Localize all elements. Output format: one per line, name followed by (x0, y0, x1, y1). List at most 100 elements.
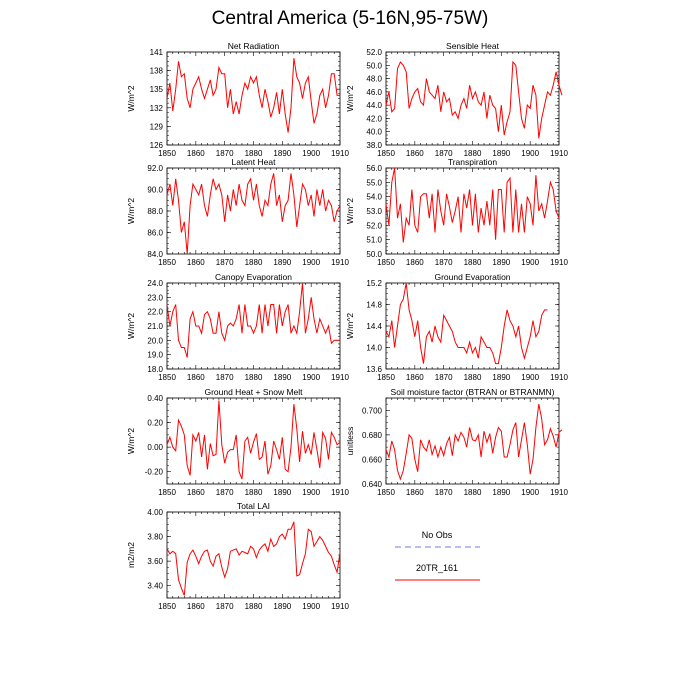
y-tick-label: 0.00 (147, 443, 163, 452)
y-tick-label: 18.0 (147, 365, 163, 374)
series-line-20TR_161 (385, 404, 563, 481)
y-axis-label: W/m^2 (126, 85, 136, 111)
series-line-20TR_161 (385, 167, 560, 243)
panel-1: Net Radiation W/m^2 1850 1860 1870 1880 1890 19… (126, 41, 349, 158)
y-tick-label: 0.700 (362, 406, 383, 415)
panel-title: Soil moisture factor (BTRAN or BTRANMN) (391, 387, 555, 397)
x-tick-label: 1850 (158, 602, 176, 611)
y-tick-label: 84.0 (147, 250, 163, 259)
x-tick-label: 1890 (492, 258, 510, 267)
y-tick-label: 20.0 (147, 336, 163, 345)
panel-frame (166, 282, 341, 370)
legend-label: No Obs (422, 530, 453, 540)
x-tick-label: 1850 (158, 488, 176, 497)
x-tick-label: 1860 (187, 373, 205, 382)
x-tick-label: 1850 (158, 149, 176, 158)
y-tick-label: 24.0 (147, 279, 163, 288)
x-tick-label: 1850 (377, 373, 395, 382)
x-tick-label: 1880 (245, 602, 263, 611)
series-line-20TR_161 (166, 173, 341, 255)
x-tick-label: 1900 (521, 488, 539, 497)
y-tick-label: 92.0 (147, 164, 163, 173)
y-axis-label: W/m^2 (126, 428, 136, 454)
y-tick-label: 0.640 (362, 480, 383, 489)
panel-frame (166, 167, 341, 255)
y-tick-label: 126 (150, 141, 164, 150)
x-tick-label: 1860 (406, 488, 424, 497)
x-tick-label: 1870 (216, 149, 234, 158)
x-tick-label: 1910 (331, 602, 349, 611)
series-line-20TR_161 (166, 521, 341, 596)
x-tick-label: 1880 (464, 488, 482, 497)
series-line-20TR_161 (166, 58, 340, 133)
x-tick-label: 1890 (273, 488, 291, 497)
x-tick-label: 1850 (377, 149, 395, 158)
y-tick-label: 3.40 (147, 582, 163, 591)
y-tick-label: 53.0 (366, 207, 382, 216)
y-tick-label: 3.80 (147, 533, 163, 542)
y-tick-label: 135 (150, 85, 164, 94)
y-tick-label: 56.0 (366, 164, 382, 173)
panel-4: Transpiration W/m^2 1850 1860 1870 1880 1890 19… (345, 157, 568, 267)
panel-title: Transpiration (448, 157, 498, 167)
y-axis-label: W/m^2 (345, 85, 355, 111)
x-tick-label: 1890 (273, 373, 291, 382)
x-tick-label: 1870 (435, 488, 453, 497)
panel-title: Canopy Evaporation (215, 272, 292, 282)
x-tick-label: 1870 (216, 602, 234, 611)
x-tick-label: 1900 (302, 488, 320, 497)
y-tick-label: 0.660 (362, 455, 383, 464)
x-tick-label: 1870 (216, 488, 234, 497)
panel-title: Total LAI (237, 501, 270, 511)
x-tick-label: 1910 (331, 488, 349, 497)
y-tick-label: 55.0 (366, 178, 382, 187)
x-tick-label: 1890 (273, 258, 291, 267)
y-axis-label: unitless (345, 427, 355, 456)
y-tick-label: 15.2 (366, 279, 382, 288)
y-tick-label: 51.0 (366, 236, 382, 245)
x-tick-label: 1910 (550, 258, 568, 267)
x-tick-label: 1900 (521, 373, 539, 382)
x-tick-label: 1900 (302, 373, 320, 382)
x-tick-label: 1850 (158, 373, 176, 382)
x-tick-label: 1860 (187, 149, 205, 158)
x-tick-label: 1880 (464, 258, 482, 267)
y-tick-label: 52.0 (366, 48, 382, 57)
y-axis-label: W/m^2 (345, 198, 355, 224)
panel-frame (385, 167, 560, 255)
x-tick-label: 1900 (521, 149, 539, 158)
panel-2: Sensible Heat W/m^2 1850 1860 1870 1880 1890 19… (345, 41, 568, 158)
y-tick-label: 90.0 (147, 186, 163, 195)
y-tick-label: 50.0 (366, 61, 382, 70)
y-axis-label: W/m^2 (126, 313, 136, 339)
panel-8: Soil moisture factor (BTRAN or BTRANMN) u… (345, 387, 568, 497)
x-tick-label: 1890 (492, 488, 510, 497)
x-tick-label: 1850 (158, 258, 176, 267)
y-tick-label: -0.20 (145, 468, 164, 477)
panel-title: Net Radiation (228, 41, 280, 51)
x-tick-label: 1860 (406, 149, 424, 158)
x-tick-label: 1870 (435, 149, 453, 158)
x-tick-label: 1860 (187, 488, 205, 497)
y-tick-label: 0.20 (147, 419, 163, 428)
panel-title: Ground Evaporation (434, 272, 510, 282)
x-tick-label: 1880 (464, 373, 482, 382)
y-axis-label: m2/m2 (126, 542, 136, 568)
legend: No Obs 20TR_161 (395, 530, 480, 581)
x-tick-label: 1880 (245, 149, 263, 158)
y-tick-label: 132 (150, 104, 164, 113)
y-tick-label: 0.680 (362, 431, 383, 440)
x-tick-label: 1910 (331, 373, 349, 382)
x-tick-label: 1870 (216, 373, 234, 382)
x-tick-label: 1850 (377, 488, 395, 497)
panel-frame (385, 282, 560, 370)
panel-5: Canopy Evaporation W/m^2 1850 1860 1870 1880 1… (126, 272, 349, 382)
x-tick-label: 1880 (464, 149, 482, 158)
panel-frame (166, 511, 341, 599)
y-tick-label: 141 (150, 48, 164, 57)
x-tick-label: 1870 (435, 258, 453, 267)
y-tick-label: 3.60 (147, 557, 163, 566)
x-tick-label: 1880 (245, 373, 263, 382)
x-tick-label: 1860 (187, 602, 205, 611)
